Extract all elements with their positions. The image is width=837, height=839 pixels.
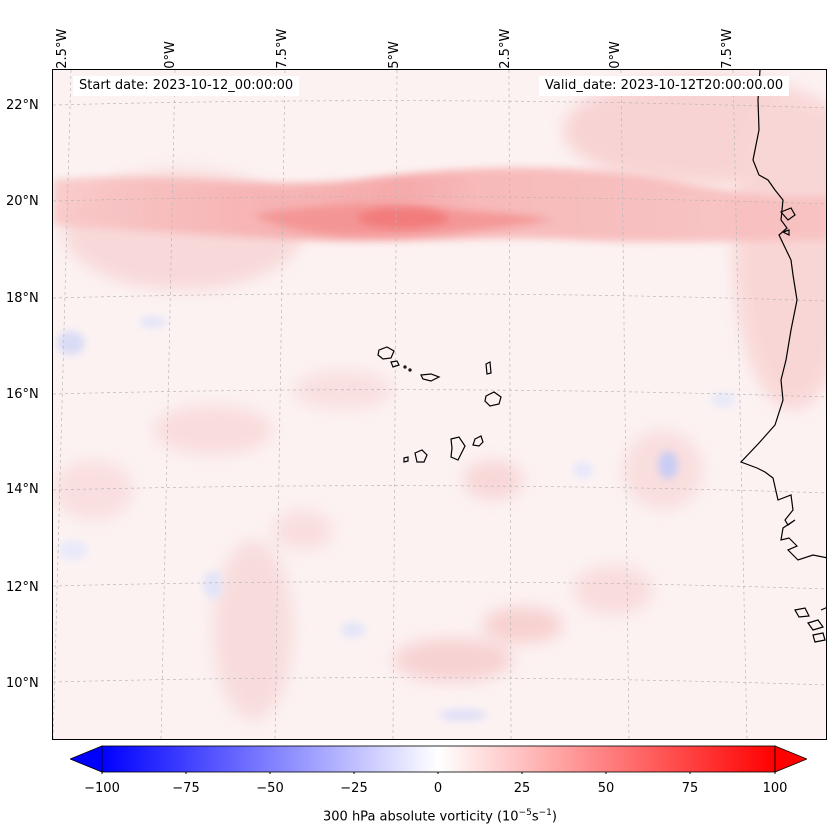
vorticity-map[interactable] [52, 69, 827, 740]
cb-tick-label: 0 [433, 781, 443, 796]
cb-tick-label: 75 [681, 781, 699, 796]
cb-tick-label: 100 [762, 781, 788, 796]
lat-label-10n: 10°N [6, 676, 39, 691]
colorbar-max-extend [774, 745, 807, 773]
colorbar-label-exp1: −5 [518, 808, 532, 818]
valid-date-label: Valid_date: 2023-10-12T20:00:00.00 [539, 76, 790, 96]
colorbar [70, 745, 807, 774]
map-canvas [53, 70, 826, 739]
cb-tick-label: −50 [256, 781, 284, 796]
lat-label-20n: 20°N [6, 194, 39, 209]
colorbar-min-extend [70, 745, 103, 773]
cb-tick-label: 50 [597, 781, 615, 796]
vorticity-jet-band [53, 167, 826, 243]
cape-verde-islands [377, 346, 502, 463]
colorbar-label-mid: s [531, 809, 539, 825]
lat-label-14n: 14°N [6, 482, 39, 497]
african-coastline [739, 70, 826, 643]
colorbar-label: 300 hPa absolute vorticity (10−5s−1) [0, 808, 837, 824]
lat-label-18n: 18°N [6, 291, 39, 306]
cb-tick-label: 25 [513, 781, 531, 796]
colorbar-label-suffix: ) [551, 809, 557, 825]
colorbar-gradient [101, 745, 776, 773]
colorbar-label-prefix: 300 hPa absolute vorticity (10 [323, 809, 519, 825]
start-date-label: Start date: 2023-10-12_00:00:00 [73, 76, 300, 96]
lat-label-12n: 12°N [6, 580, 39, 595]
cb-tick-label: −100 [84, 781, 120, 796]
colorbar-ticks [101, 772, 776, 774]
cb-tick-label: −75 [172, 781, 200, 796]
graticule [53, 70, 826, 739]
lat-label-22n: 22°N [6, 98, 39, 113]
colorbar-label-exp2: −1 [538, 808, 552, 818]
cb-tick-label: −25 [340, 781, 368, 796]
lat-label-16n: 16°N [6, 387, 39, 402]
